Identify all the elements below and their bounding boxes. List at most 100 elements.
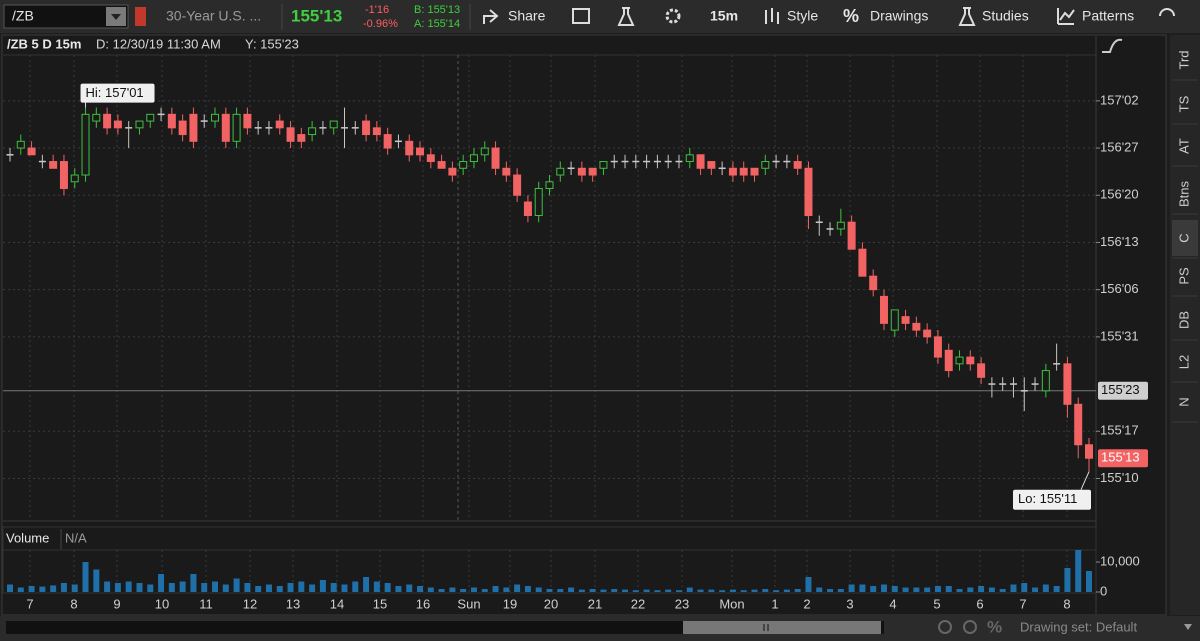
more-icon[interactable] [1159, 8, 1175, 17]
volume-bar [244, 583, 251, 592]
lo-pointer [1080, 471, 1090, 490]
candle-body [804, 167, 813, 216]
candle-body [480, 147, 489, 156]
candle-body [944, 349, 953, 372]
last-price-label: 155'13 [1101, 450, 1140, 465]
volume-bar [578, 589, 585, 592]
candle-body [869, 275, 878, 291]
candle-body [92, 113, 101, 122]
volume-panel [2, 526, 1097, 594]
side-tab[interactable]: N [1176, 397, 1191, 406]
chart-header [3, 36, 1096, 55]
candle-body [243, 113, 252, 129]
side-tab[interactable]: AT [1176, 138, 1191, 154]
side-tab[interactable]: Btns [1176, 180, 1191, 207]
volume-bar [427, 587, 434, 592]
candle-body [1041, 370, 1050, 392]
x-tick-label: 9 [113, 596, 120, 611]
candle-body [879, 295, 888, 324]
side-tab[interactable]: TS [1176, 95, 1191, 112]
studies-button[interactable]: Studies [982, 8, 1029, 24]
candle-body [416, 147, 425, 156]
drawing-set[interactable]: Drawing set: Default [1020, 619, 1137, 634]
volume-bar [988, 587, 995, 592]
candle-body [502, 167, 511, 176]
symbol-box[interactable] [3, 4, 129, 29]
drawings-icon[interactable]: % [843, 6, 859, 26]
style-icon[interactable] [765, 8, 779, 24]
volume-bar [535, 587, 542, 592]
volume-bar [805, 577, 812, 592]
zoom-out-icon[interactable] [963, 620, 977, 634]
patterns-icon[interactable] [1057, 8, 1075, 25]
drawing-set-dropdown[interactable] [1184, 624, 1192, 630]
candle-body [167, 113, 176, 129]
volume-bar [654, 590, 661, 592]
scrollbar-thumb[interactable] [683, 621, 881, 634]
timeframe-button[interactable]: 15m [710, 8, 738, 24]
zoom-in-icon[interactable] [938, 620, 952, 634]
lo-label: Lo: 155'11 [1018, 491, 1077, 506]
ask: A: 155'14 [414, 18, 460, 30]
volume-bar [859, 584, 866, 592]
side-tab[interactable]: L2 [1176, 355, 1191, 369]
share-icon[interactable] [483, 9, 499, 24]
screenshot-icon[interactable] [572, 8, 590, 24]
lab-icon[interactable] [617, 7, 635, 26]
candle-body [178, 120, 187, 136]
style-button[interactable]: Style [787, 8, 818, 24]
volume-bar [449, 587, 456, 592]
candle-body [761, 161, 770, 169]
scrollbar-track[interactable] [6, 621, 884, 634]
candle-body [545, 181, 554, 190]
volume-bar [924, 587, 931, 592]
volume-bar [934, 586, 941, 592]
volume-bar [794, 589, 801, 592]
patterns-button[interactable]: Patterns [1082, 8, 1134, 24]
side-tab[interactable]: Trd [1176, 50, 1191, 69]
volume-bar [147, 584, 154, 592]
x-tick-label: 1 [771, 596, 778, 611]
volume-bar [762, 589, 769, 592]
candle-body [59, 161, 68, 190]
volume-bar [438, 589, 445, 592]
volume-bar [298, 581, 305, 592]
percent-icon[interactable]: % [987, 617, 1002, 636]
volume-bar [136, 583, 143, 592]
studies-icon[interactable] [958, 7, 976, 26]
volume-bar [1010, 584, 1017, 592]
volume-bar [319, 580, 326, 592]
side-tab[interactable]: C [1176, 233, 1191, 242]
volume-tick-label: 0 [1100, 583, 1107, 598]
volume-bar [71, 584, 78, 592]
link-icon[interactable] [135, 7, 146, 26]
volume-bar [880, 584, 887, 592]
volume-bar [967, 587, 974, 592]
hi-label: Hi: 157'01 [86, 85, 144, 100]
candle-body [599, 161, 608, 169]
candle-body [750, 167, 759, 176]
candle-body [491, 147, 500, 169]
volume-bar [945, 586, 952, 592]
share-button[interactable]: Share [508, 8, 546, 24]
settings-icon[interactable] [665, 8, 681, 24]
x-tick-label: 4 [889, 596, 896, 611]
side-tab-active [1172, 220, 1198, 256]
fit-icon[interactable] [1102, 38, 1123, 53]
volume-bar [417, 586, 424, 592]
candle-body [211, 113, 220, 122]
candle-body [523, 201, 532, 216]
dropdown-arrow [111, 14, 121, 20]
side-tab[interactable]: DB [1176, 311, 1191, 329]
y-tick-label: 155'17 [1100, 423, 1139, 438]
volume-bar [999, 589, 1006, 592]
candle-body [146, 113, 155, 122]
drawings-button[interactable]: Drawings [870, 8, 928, 24]
volume-bar [1075, 550, 1082, 592]
volume-bar [17, 587, 24, 592]
side-tab[interactable]: PS [1176, 267, 1191, 285]
candle-body [728, 167, 737, 176]
volume-bar [783, 589, 790, 592]
candle-body [1074, 403, 1083, 446]
